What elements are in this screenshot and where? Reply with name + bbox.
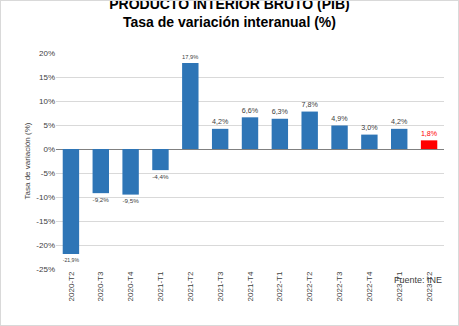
svg-text:4,2%: 4,2% <box>212 118 229 126</box>
svg-text:2022-T3: 2022-T3 <box>335 271 344 301</box>
svg-text:7,8%: 7,8% <box>301 101 318 109</box>
svg-text:-20%: -20% <box>36 241 55 250</box>
svg-text:2020-T3: 2020-T3 <box>96 271 105 301</box>
svg-text:-10%: -10% <box>36 193 55 202</box>
svg-text:-4,4%: -4,4% <box>152 173 169 180</box>
svg-text:6,6%: 6,6% <box>242 107 259 115</box>
svg-text:-15%: -15% <box>36 217 55 226</box>
svg-text:2020-T4: 2020-T4 <box>126 271 135 301</box>
svg-text:17,9%: 17,9% <box>182 54 198 60</box>
svg-text:10%: 10% <box>39 97 55 106</box>
svg-text:2023-T1: 2023-T1 <box>395 271 404 301</box>
svg-text:2022-T4: 2022-T4 <box>365 271 374 301</box>
svg-text:-21,9%: -21,9% <box>63 257 80 263</box>
svg-text:4,2%: 4,2% <box>391 118 408 126</box>
svg-text:2021-T4: 2021-T4 <box>246 271 255 301</box>
svg-text:2022-T1: 2022-T1 <box>275 271 284 301</box>
svg-text:3,0%: 3,0% <box>361 124 378 132</box>
svg-text:0%: 0% <box>43 145 55 154</box>
svg-text:-5%: -5% <box>41 169 55 178</box>
svg-text:2022-T2: 2022-T2 <box>305 271 314 301</box>
svg-text:-25%: -25% <box>36 265 55 274</box>
svg-text:-9,5%: -9,5% <box>122 197 139 204</box>
svg-text:PRODUCTO INTERIOR BRUTO (PIB)T: PRODUCTO INTERIOR BRUTO (PIB)Tasa de var… <box>109 1 350 30</box>
svg-text:15%: 15% <box>39 73 55 82</box>
svg-text:2020-T2: 2020-T2 <box>67 271 76 301</box>
svg-text:-9,2%: -9,2% <box>93 196 110 203</box>
svg-text:Fuente: INE: Fuente: INE <box>394 275 442 285</box>
svg-text:5%: 5% <box>43 121 55 130</box>
svg-text:2023-T2: 2023-T2 <box>425 271 434 301</box>
svg-text:Tasa de variación (%): Tasa de variación (%) <box>23 122 32 199</box>
svg-text:20%: 20% <box>39 49 55 58</box>
svg-text:1,8%: 1,8% <box>421 130 438 138</box>
svg-text:2021-T2: 2021-T2 <box>186 271 195 301</box>
svg-text:4,9%: 4,9% <box>331 115 348 123</box>
svg-text:2021-T3: 2021-T3 <box>216 271 225 301</box>
svg-text:2021-T1: 2021-T1 <box>156 271 165 301</box>
svg-text:6,3%: 6,3% <box>272 108 289 116</box>
